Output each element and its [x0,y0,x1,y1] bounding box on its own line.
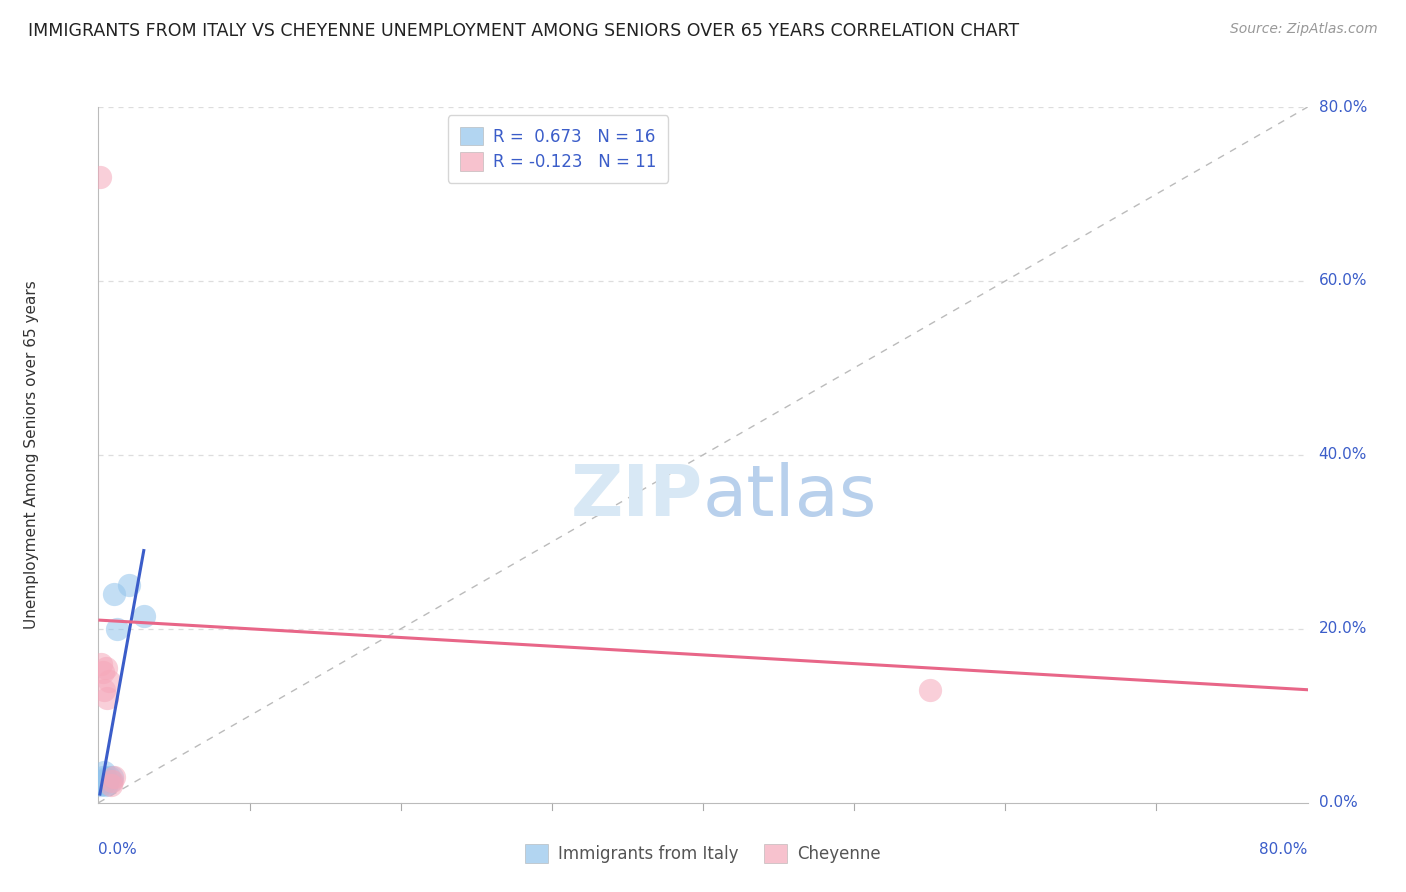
Point [103,770,125,784]
Text: 80.0%: 80.0% [1260,842,1308,856]
Point [90,657,112,671]
Point [98,770,121,784]
Text: 60.0%: 60.0% [1319,274,1367,288]
Text: atlas: atlas [703,462,877,531]
Legend: Immigrants from Italy, Cheyenne: Immigrants from Italy, Cheyenne [513,833,893,875]
Text: ZIP: ZIP [571,462,703,531]
Point [101,774,124,789]
Text: 0.0%: 0.0% [98,842,138,856]
Point [93,765,115,780]
Point [96,691,118,706]
Point [98,674,121,689]
Point [91,777,114,791]
Point [132,608,155,623]
Text: 20.0%: 20.0% [1319,622,1367,636]
Point [103,587,125,601]
Text: IMMIGRANTS FROM ITALY VS CHEYENNE UNEMPLOYMENT AMONG SENIORS OVER 65 YEARS CORRE: IMMIGRANTS FROM ITALY VS CHEYENNE UNEMPL… [28,22,1019,40]
Point [91,770,114,784]
Point [101,770,124,784]
Point [94,772,117,786]
Point [90,774,112,789]
Legend: R =  0.673   N = 16, R = -0.123   N = 11: R = 0.673 N = 16, R = -0.123 N = 11 [449,115,668,183]
Point [89,169,111,184]
Point [96,777,118,791]
Text: Source: ZipAtlas.com: Source: ZipAtlas.com [1230,22,1378,37]
Text: 40.0%: 40.0% [1319,448,1367,462]
Point [118,578,141,592]
Point [100,778,122,792]
Point [105,622,128,636]
Point [93,682,115,697]
Point [94,661,117,675]
Point [93,774,115,789]
Point [91,665,114,680]
Point [100,774,122,789]
Text: Unemployment Among Seniors over 65 years: Unemployment Among Seniors over 65 years [24,281,39,629]
Text: 0.0%: 0.0% [1319,796,1357,810]
Point [94,778,117,792]
Text: 80.0%: 80.0% [1319,100,1367,114]
Point [918,682,941,697]
Point [89,778,111,792]
